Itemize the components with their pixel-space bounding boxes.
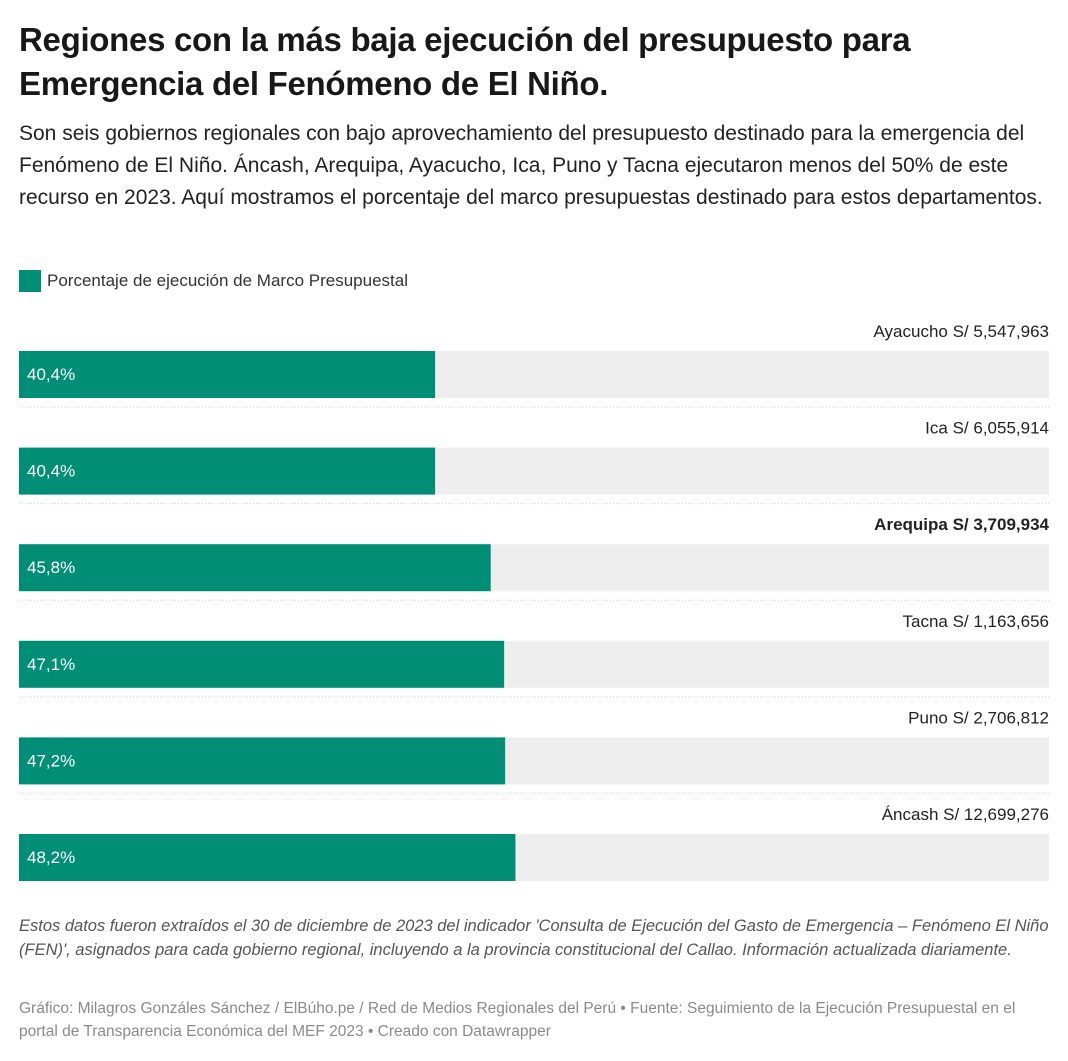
value-label: 47,1% [27,655,75,674]
value-label: 40,4% [27,365,75,384]
bar [19,640,505,688]
bar [19,351,436,398]
category-label: Arequipa S/ 3,709,934 [874,515,1049,534]
bar [19,737,506,785]
value-label: 45,8% [27,558,75,577]
category-label: Ica S/ 6,055,914 [925,419,1049,438]
value-label: 40,4% [27,462,75,481]
value-label: 48,2% [27,848,75,867]
bar [19,544,491,592]
chart-title: Regiones con la más baja ejecución del p… [19,21,911,102]
chart-subtitle: Son seis gobiernos regionales con bajo a… [19,122,1043,209]
chart: Ayacucho S/ 5,547,963 40,4% Ica S/ 6,055,9… [19,322,1050,881]
category-label: Ayacucho S/ 5,547,963 [874,322,1050,341]
category-label: Áncash S/ 12,699,276 [882,805,1049,824]
chart-credits: Gráfico: Milagros Gonzáles Sánchez / ElB… [19,1000,1016,1040]
category-label: Puno S/ 2,706,812 [908,708,1049,727]
legend-label: Porcentaje de ejecución de Marco Presupu… [47,271,408,290]
legend-swatch [19,270,41,292]
legend: Porcentaje de ejecución de Marco Presupu… [19,270,1054,292]
value-label: 47,2% [27,751,75,770]
bar [19,447,436,495]
bar [19,834,516,881]
chart-note: Estos datos fueron extraídos el 30 de di… [19,917,1049,959]
category-label: Tacna S/ 1,163,656 [902,612,1049,631]
